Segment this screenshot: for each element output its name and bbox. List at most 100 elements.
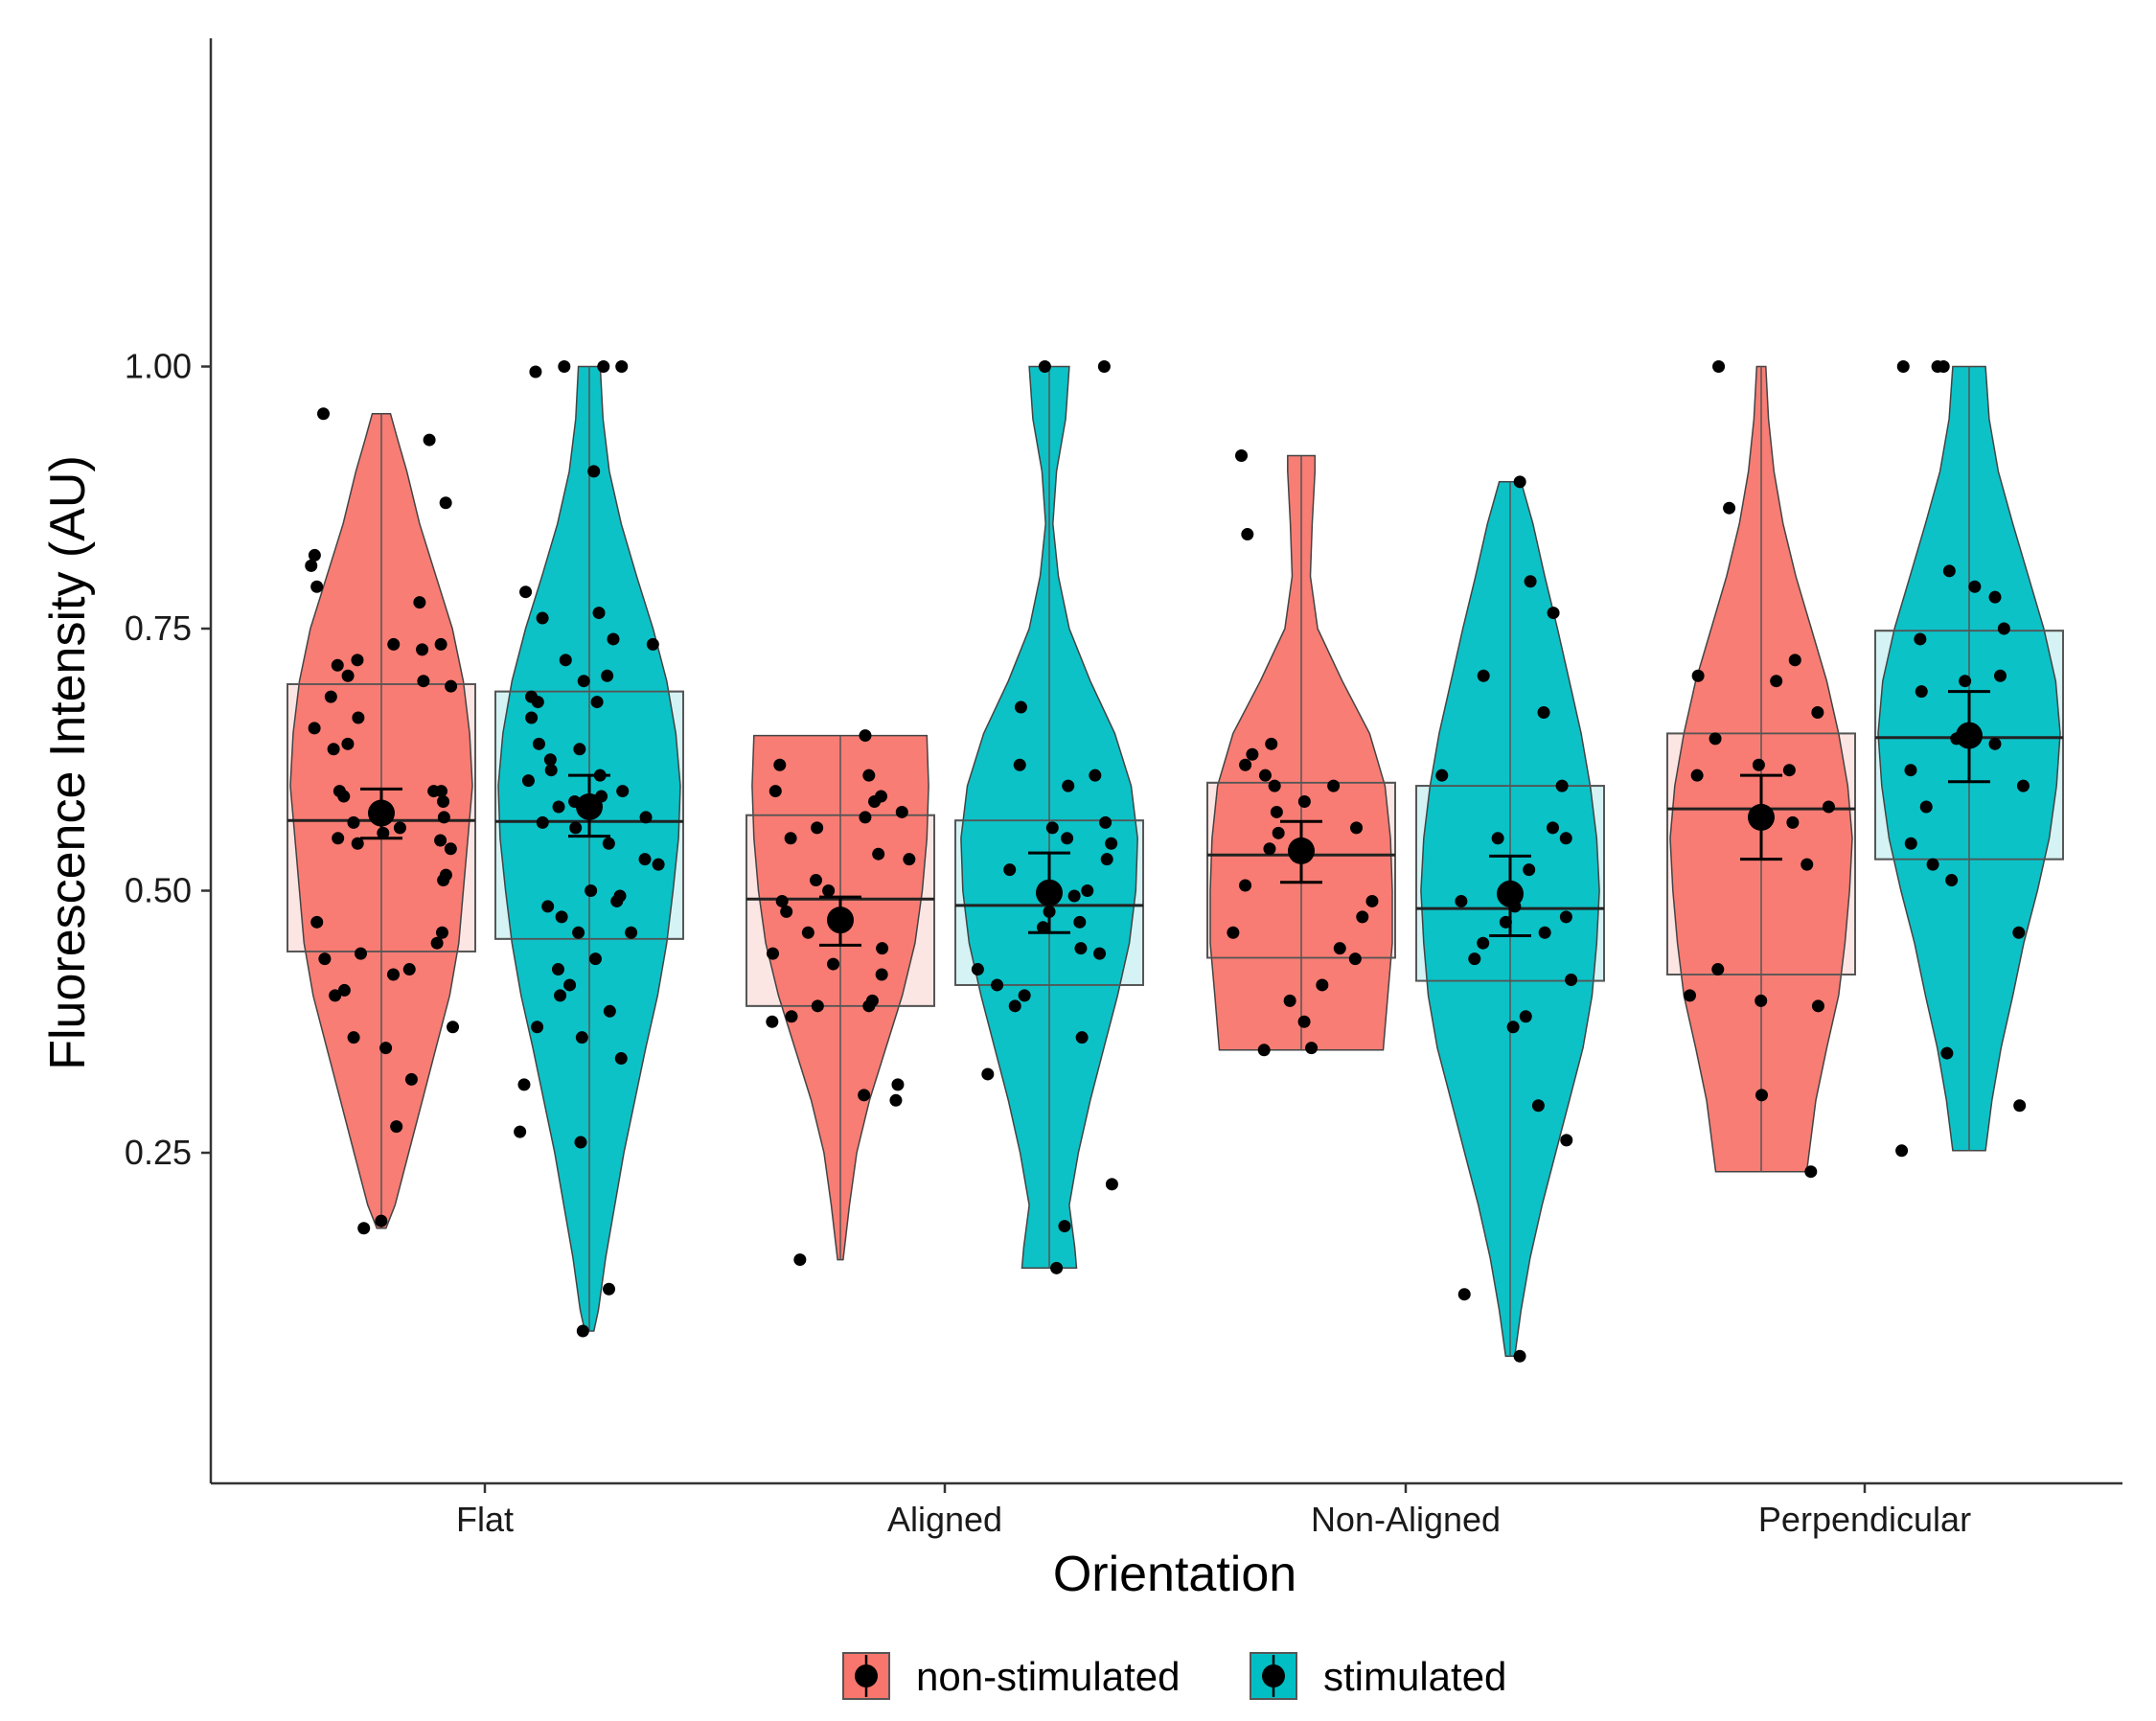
non-aligned-stimulated-point [1455,894,1468,907]
non-aligned-non-stimulated-box-outline [1206,781,1396,959]
perpendicular-stimulated-point [2012,926,2026,939]
flat-stimulated-point [638,853,652,866]
perpendicular-stimulated-point [1896,360,1910,373]
flat-stimulated-box-outline [494,690,684,940]
non-aligned-stimulated-point [1506,1021,1520,1034]
y-axis-title: Fluorescence Intensity (AU) [40,455,96,1070]
perpendicular-stimulated-point [1904,764,1917,777]
perpendicular-stimulated-point [1997,622,2010,635]
non-aligned-stimulated-point [1477,669,1490,682]
non-aligned-stimulated-point [1555,779,1569,792]
aligned-non-stimulated-point [862,999,876,1013]
non-aligned-stimulated-point [1546,821,1559,835]
aligned-stimulated-point [1097,360,1111,373]
flat-non-stimulated-point [329,989,342,1002]
flat-stimulated-point [531,696,544,709]
flat-stimulated-point [559,654,572,667]
flat-non-stimulated-point [318,952,332,966]
aligned-stimulated-point [1105,837,1118,850]
non-aligned-stimulated-mean [1497,880,1524,907]
perpendicular-non-stimulated-mean [1748,803,1775,831]
flat-stimulated-point [607,632,620,646]
non-aligned-stimulated-point [1559,832,1572,845]
flat-non-stimulated-point [341,669,355,682]
flat-non-stimulated-point [310,580,324,593]
perpendicular-non-stimulated-point [1709,732,1722,746]
aligned-stimulated-mean [1036,879,1063,906]
non-aligned-stimulated-point [1513,1349,1526,1363]
aligned-non-stimulated-point [811,999,824,1013]
perpendicular-non-stimulated-point [1755,994,1768,1007]
flat-stimulated-point [514,1125,527,1138]
perpendicular-stimulated-point [1919,800,1933,814]
x-tick-label-flat: Flat [456,1500,514,1539]
perpendicular-non-stimulated-point [1752,758,1765,771]
flat-non-stimulated-point [445,679,458,693]
flat-stimulated-point [529,365,542,379]
aligned-non-stimulated-point [767,947,780,960]
non-aligned-non-stimulated-point [1350,821,1364,835]
non-aligned-stimulated-point [1565,973,1578,986]
non-aligned-stimulated-point [1547,607,1560,620]
non-aligned-stimulated-point [1523,863,1536,877]
aligned-stimulated-point [1003,863,1017,877]
flat-non-stimulated-point [354,947,367,960]
non-aligned-non-stimulated-point [1241,528,1254,541]
perpendicular-stimulated-point [1915,685,1928,699]
flat-stimulated-point [597,360,610,373]
perpendicular-non-stimulated-point [1755,1089,1769,1102]
flat-stimulated-point [652,858,665,871]
flat-non-stimulated-point [308,722,321,735]
perpendicular-non-stimulated-point [1811,999,1824,1013]
legend-key-point [855,1664,878,1687]
aligned-non-stimulated-point [773,758,787,771]
aligned-stimulated-point [1045,821,1059,835]
aligned-non-stimulated-point [903,853,916,866]
flat-stimulated-point [592,607,606,620]
aligned-non-stimulated-point [768,785,782,798]
perpendicular-non-stimulated-point [1811,706,1824,720]
flat-stimulated-point [554,989,567,1002]
aligned-stimulated-point [1105,1178,1118,1191]
aligned-stimulated-point [1058,1220,1071,1233]
flat-non-stimulated-point [331,658,344,672]
non-aligned-stimulated-point [1519,1010,1532,1023]
flat-non-stimulated-point [379,1042,393,1055]
non-aligned-stimulated-point [1559,910,1572,924]
flat-non-stimulated-point [439,496,452,510]
flat-non-stimulated-point [386,968,400,981]
flat-stimulated-point [625,926,638,939]
perpendicular-non-stimulated-point [1770,675,1783,688]
perpendicular-non-stimulated-point [1691,669,1705,682]
aligned-non-stimulated-point [891,1078,905,1091]
y-tick-label: 1.00 [125,347,192,386]
aligned-non-stimulated-point [801,926,814,939]
plot-area [287,360,2064,1363]
aligned-non-stimulated-point [784,832,797,845]
flat-stimulated-point [519,585,533,599]
perpendicular-stimulated-box-outline [1874,630,2064,860]
perpendicular-stimulated-point [1968,580,1982,593]
non-aligned-non-stimulated-point [1348,952,1362,966]
flat-non-stimulated-point [305,559,318,572]
flat-non-stimulated-point [341,737,355,750]
legend-label-non-stimulated: non-stimulated [916,1654,1180,1699]
legend: non-stimulated stimulated [842,1652,1506,1700]
aligned-stimulated-point [1089,769,1102,782]
non-aligned-non-stimulated-point [1316,978,1329,992]
aligned-stimulated-point [1099,815,1112,829]
perpendicular-non-stimulated-point [1690,769,1704,782]
non-aligned-non-stimulated-point [1268,779,1281,792]
flat-stimulated-point [575,1031,588,1044]
perpendicular-non-stimulated-point [1712,360,1726,373]
flat-stimulated-point [536,611,549,625]
flat-stimulated-point [517,1078,531,1091]
perpendicular-stimulated-point [1940,1046,1954,1060]
aligned-stimulated-point [1013,758,1026,771]
flat-stimulated-point [572,926,585,939]
non-aligned-stimulated-point [1468,952,1481,966]
aligned-non-stimulated-point [780,905,793,918]
flat-non-stimulated-point [357,1222,371,1235]
flat-stimulated-point [610,894,624,907]
